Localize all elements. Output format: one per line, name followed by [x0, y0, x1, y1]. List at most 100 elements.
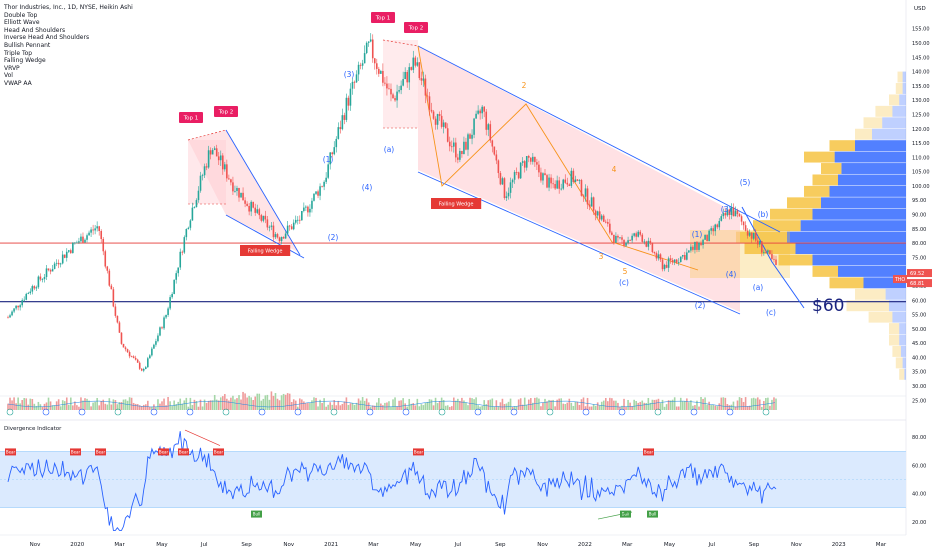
volume-bar	[400, 400, 402, 410]
candle-body	[258, 209, 261, 216]
candle-body	[132, 356, 135, 358]
time-tick-label: Nov	[537, 542, 548, 548]
top-1-label: Top 1	[375, 16, 391, 22]
volume-bar	[390, 406, 392, 410]
candle-body	[130, 356, 133, 358]
symbol-title[interactable]: Thor Industries, Inc., 1D, NYSE, Heikin …	[4, 4, 133, 11]
time-tick-label: Nov	[30, 542, 41, 548]
candle-body	[209, 150, 212, 155]
candle-body	[138, 362, 141, 369]
candle-body	[742, 221, 745, 226]
volume-bar	[773, 397, 775, 410]
candle-body	[100, 230, 103, 240]
legend-item-bullish-pennant[interactable]: Bullish Pennant	[4, 41, 51, 49]
time-tick-label: Sep	[749, 542, 760, 548]
candle-body	[11, 311, 13, 316]
legend-item-triple-top[interactable]: Triple Top	[4, 49, 33, 57]
top-fill	[188, 140, 226, 204]
price-tick-label: 80.00	[912, 241, 926, 247]
volume-bar	[274, 393, 277, 410]
legend-item-vrvp[interactable]: VRVP	[4, 64, 20, 72]
candle-body	[96, 226, 98, 229]
legend-item-vol[interactable]: Vol	[4, 72, 13, 80]
candle-body	[321, 186, 323, 188]
candle-body	[248, 205, 250, 212]
volume-bar	[294, 400, 297, 410]
volume-bar	[280, 395, 283, 410]
legend-item-head-and-shoulders[interactable]: Head And Shoulders	[4, 26, 66, 34]
legend-item-inverse-head-and-shoulders[interactable]: Inverse Head And Shoulders	[4, 34, 90, 42]
volume-bar	[203, 399, 206, 410]
volume-bar	[153, 404, 155, 410]
legend-item-falling-wedge[interactable]: Falling Wedge	[4, 57, 46, 65]
candle-body	[716, 224, 719, 228]
volume-bar	[718, 403, 721, 410]
volume-bar	[191, 405, 194, 410]
volume-bar	[329, 402, 331, 410]
volume-bar	[27, 404, 30, 410]
volume-bar	[724, 397, 727, 410]
candle-body	[343, 115, 346, 120]
candle-body	[455, 142, 457, 158]
volume-bar	[290, 402, 293, 410]
wave-label-blue: (1)	[323, 155, 334, 164]
event-marker	[618, 408, 626, 416]
candle-body	[481, 106, 483, 114]
candle-body	[9, 315, 11, 318]
volume-bar	[422, 405, 425, 410]
candle-body	[266, 219, 269, 228]
candle-body	[509, 182, 512, 193]
event-marker	[78, 408, 86, 416]
candle-body	[270, 225, 273, 227]
candle-body	[246, 203, 248, 206]
volume-bar	[769, 405, 771, 410]
candle-body	[286, 225, 289, 234]
candle-body	[76, 242, 78, 244]
candle-body	[406, 71, 408, 83]
candle-body	[67, 250, 70, 252]
legend-item-double-top[interactable]: Double Top	[4, 11, 38, 19]
volume-bar	[740, 397, 743, 410]
volume-bar	[102, 399, 105, 410]
candle-body	[382, 70, 384, 83]
volume-bar	[742, 401, 745, 410]
candle-body	[84, 239, 86, 243]
candle-body	[726, 209, 729, 216]
volume-bar	[183, 400, 186, 410]
candle-body	[282, 237, 285, 239]
candle-body	[112, 289, 115, 307]
candle-body	[404, 71, 406, 80]
volume-bar	[276, 398, 279, 410]
legend-item-elliott-wave[interactable]: Elliott Wave	[4, 19, 40, 27]
bear-marker-bg	[5, 448, 16, 456]
volume-bar	[15, 403, 17, 410]
candle-body	[311, 200, 313, 209]
time-tick-label: 2022	[578, 542, 592, 548]
volume-bar	[574, 401, 577, 410]
volume-bar	[550, 400, 552, 410]
volume-profile-bar	[899, 94, 906, 106]
volume-bar	[163, 398, 165, 410]
candle-body	[483, 106, 486, 112]
volume-bar	[489, 399, 492, 410]
candle-body	[562, 179, 565, 189]
divergence-line	[184, 429, 221, 446]
wave-label-blue: (a)	[384, 145, 395, 154]
volume-bar	[72, 405, 74, 410]
candle-body	[159, 327, 161, 336]
bear-marker-bg	[70, 448, 81, 456]
candle-body	[398, 90, 400, 92]
candle-body	[128, 352, 131, 357]
candle-body	[70, 250, 72, 253]
candle-body	[94, 228, 96, 231]
legend-item-vwap[interactable]: VWAP AA	[4, 79, 32, 87]
candle-body	[457, 157, 459, 160]
volume-bar	[544, 398, 546, 410]
candle-body	[252, 201, 254, 208]
volume-bar	[748, 405, 751, 410]
candle-body	[276, 234, 279, 238]
volume-bar	[337, 400, 340, 410]
candle-body	[49, 270, 52, 272]
